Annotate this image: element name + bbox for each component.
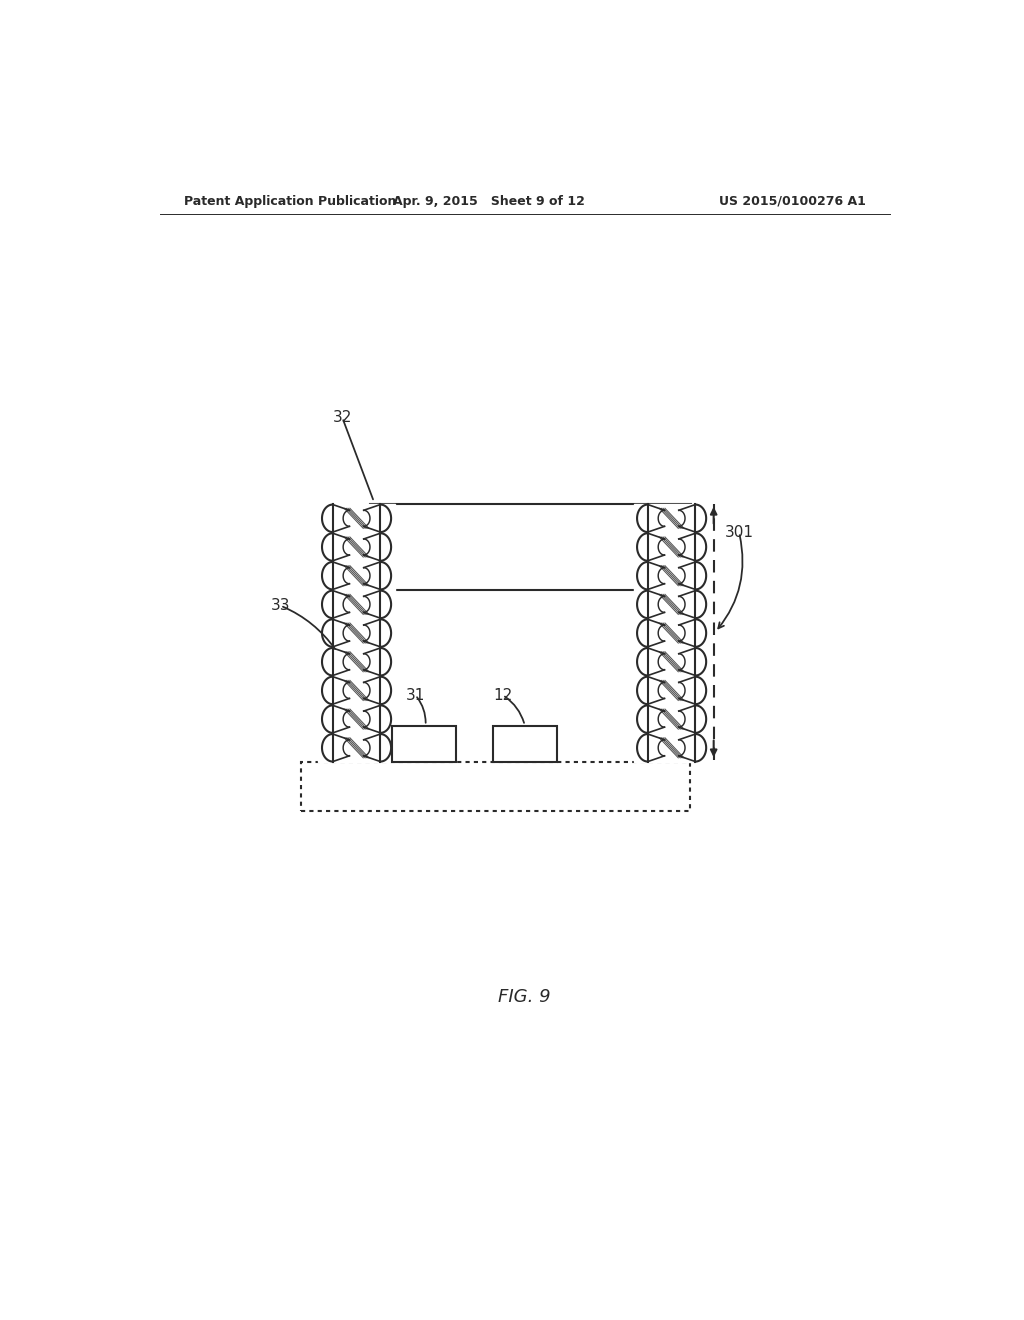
Bar <box>370 504 691 590</box>
Text: 31: 31 <box>406 688 425 702</box>
Text: 33: 33 <box>270 598 290 612</box>
Bar <box>301 762 690 810</box>
Bar <box>392 726 456 762</box>
Text: Patent Application Publication: Patent Application Publication <box>183 194 396 207</box>
Text: 12: 12 <box>493 688 512 702</box>
Text: US 2015/0100276 A1: US 2015/0100276 A1 <box>719 194 866 207</box>
Text: FIG. 9: FIG. 9 <box>499 987 551 1006</box>
Polygon shape <box>318 504 394 762</box>
Text: Apr. 9, 2015   Sheet 9 of 12: Apr. 9, 2015 Sheet 9 of 12 <box>393 194 585 207</box>
Bar <box>494 726 557 762</box>
Text: 32: 32 <box>333 411 352 425</box>
Polygon shape <box>634 504 710 762</box>
Text: 301: 301 <box>725 525 754 540</box>
